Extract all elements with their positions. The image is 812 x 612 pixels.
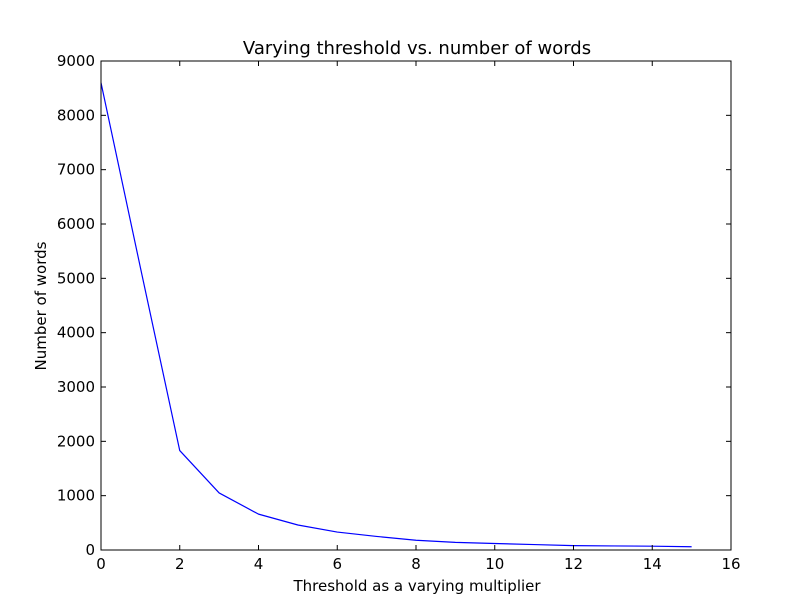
y-tick-label: 3000 xyxy=(57,378,95,396)
x-tick-label: 4 xyxy=(254,555,264,573)
series-line-0 xyxy=(100,82,692,548)
plot-frame xyxy=(100,60,732,551)
y-tick-label: 6000 xyxy=(57,215,95,233)
x-tick-label: 10 xyxy=(485,555,504,573)
x-axis-label: Threshold as a varying multiplier xyxy=(292,577,541,595)
x-tick-label: 12 xyxy=(564,555,583,573)
chart-title: Varying threshold vs. number of words xyxy=(243,38,591,59)
x-tick-label: 6 xyxy=(332,555,342,573)
x-tick-label: 0 xyxy=(96,555,106,573)
y-tick-label: 8000 xyxy=(57,106,95,124)
x-tick-label: 8 xyxy=(411,555,421,573)
y-tick-label: 7000 xyxy=(57,161,95,179)
x-tick-label: 2 xyxy=(175,555,185,573)
y-axis-label: Number of words xyxy=(32,241,50,370)
y-tick-label: 5000 xyxy=(57,269,95,287)
y-tick-label: 0 xyxy=(85,541,95,559)
x-tick-label: 14 xyxy=(643,555,662,573)
plot-area: 0 2 4 6 8 10 12 14 16 0 1000 2000 3000 4000 5000 6000 70… xyxy=(57,52,741,573)
y-tick-label: 4000 xyxy=(57,324,95,342)
x-tick-label: 16 xyxy=(721,555,740,573)
y-tick-label: 9000 xyxy=(57,52,95,70)
y-tick-label: 1000 xyxy=(57,487,95,505)
y-tick-label: 2000 xyxy=(57,432,95,450)
